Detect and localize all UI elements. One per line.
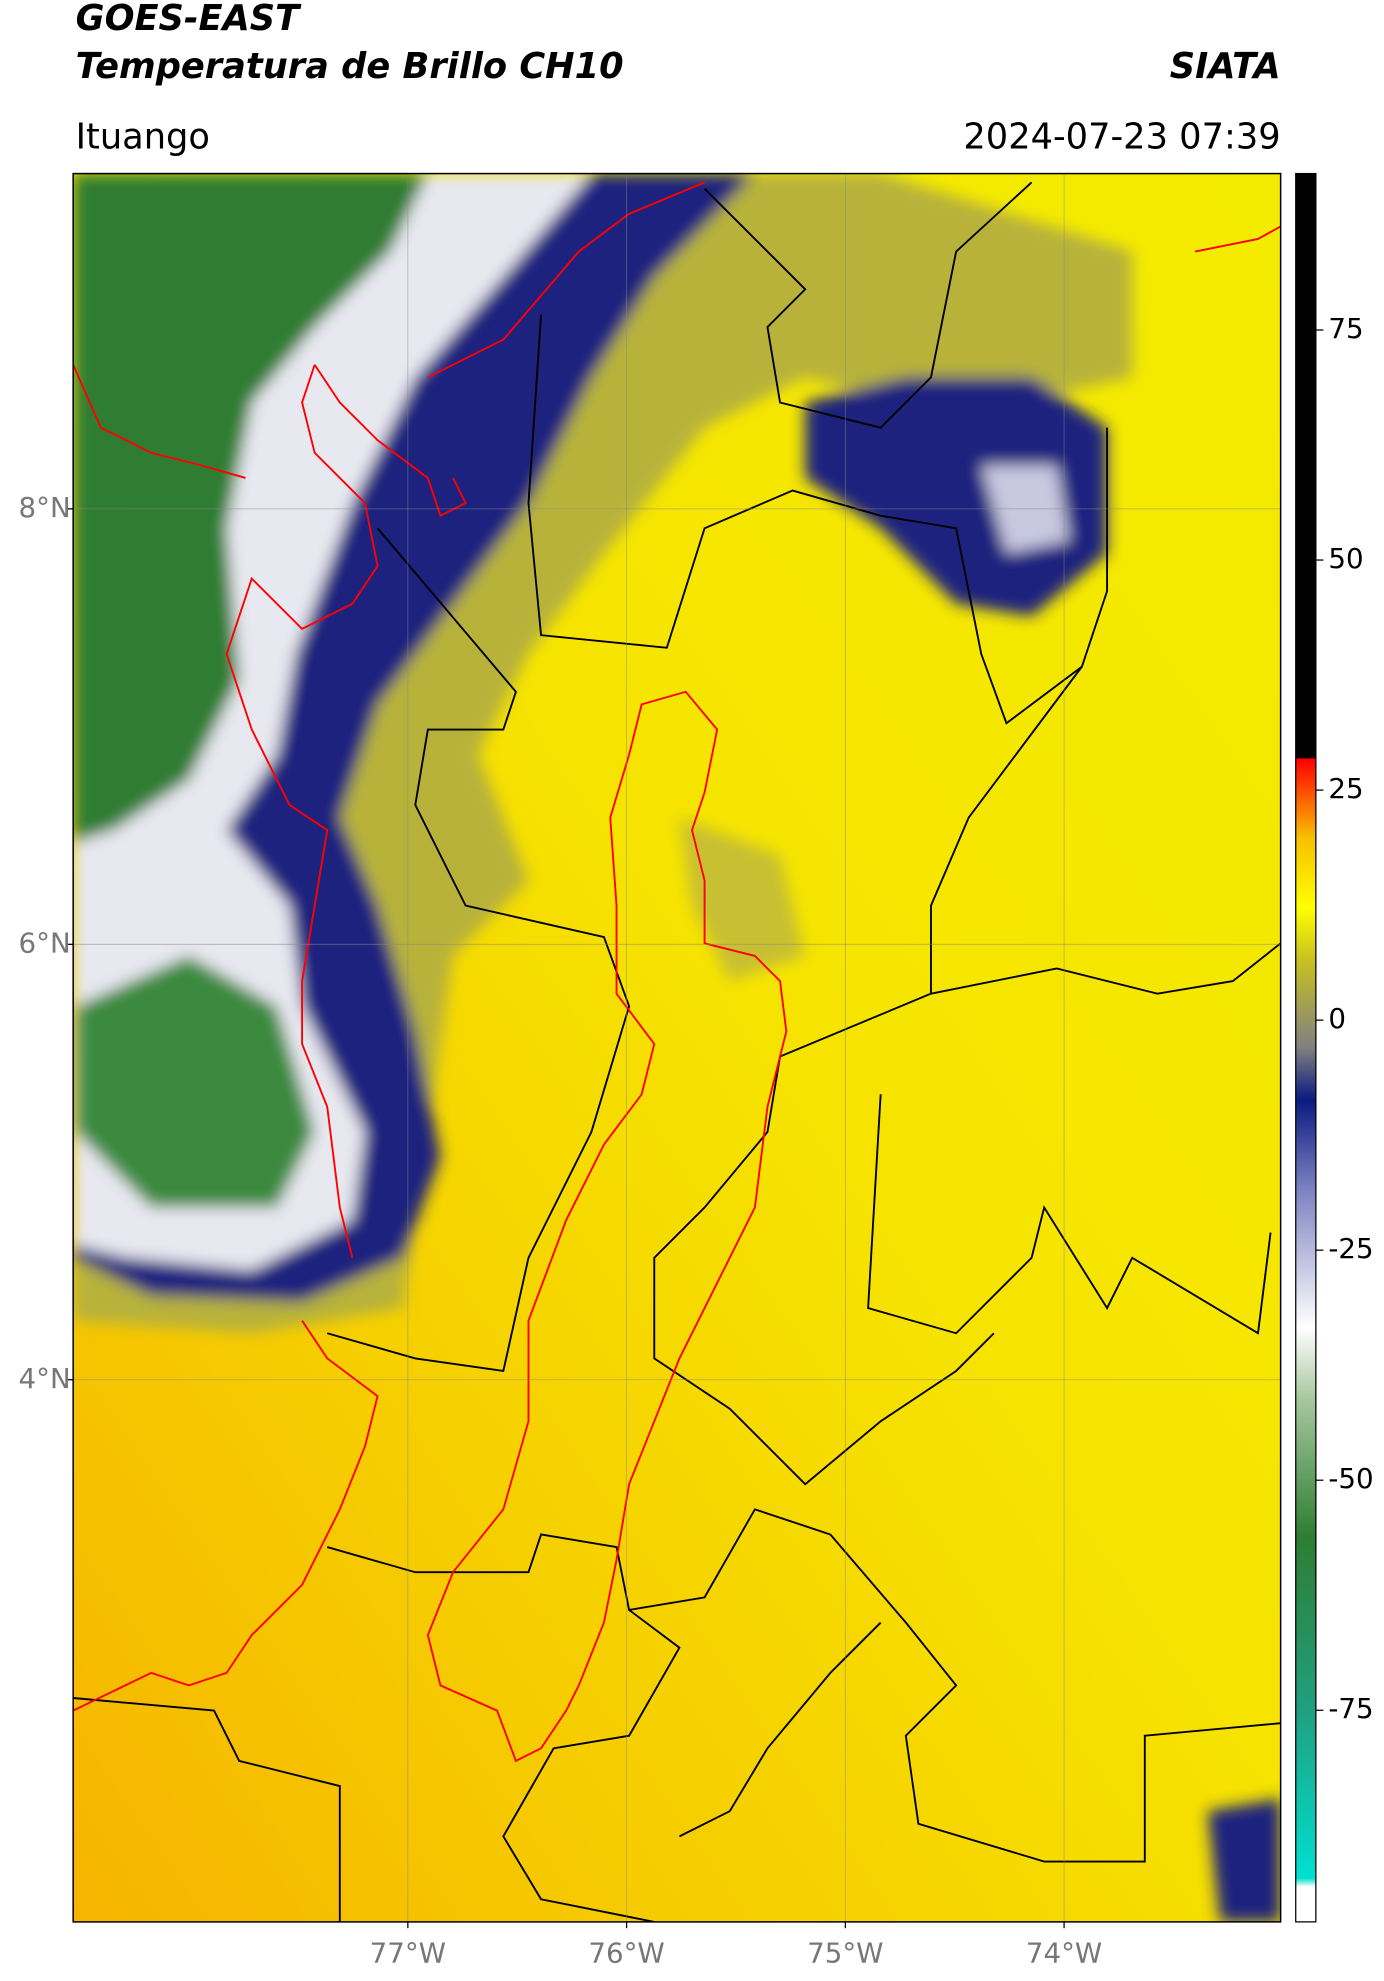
colorbar: [1295, 172, 1317, 1923]
grid: [73, 173, 1281, 1922]
location: Ituango: [76, 116, 210, 157]
colorbar-tick-label: -75: [1328, 1692, 1373, 1725]
colorbar-tick-label: -50: [1328, 1462, 1373, 1495]
map-frame: [72, 172, 1282, 1923]
y-tick-label: 8°N: [19, 491, 71, 524]
colorbar-tick-label: 50: [1328, 542, 1363, 575]
y-tick-label: 4°N: [19, 1362, 71, 1395]
x-tick-label: 75°W: [807, 1937, 883, 1970]
y-tick-label: 6°N: [19, 926, 71, 959]
map-image: [73, 173, 1281, 1922]
x-tick-label: 74°W: [1026, 1937, 1102, 1970]
colorbar-tick-label: 0: [1328, 1002, 1346, 1035]
x-tick-label: 76°W: [588, 1937, 664, 1970]
subtitle: Temperatura de Brillo CH10: [76, 46, 624, 87]
title: GOES-EAST: [76, 0, 302, 39]
colorbar-tick-label: -25: [1328, 1232, 1373, 1265]
colorbar-tick-label: 75: [1328, 312, 1363, 345]
datetime: 2024-07-23 07:39: [963, 116, 1280, 157]
colorbar-tick-label: 25: [1328, 772, 1363, 805]
x-tick-label: 77°W: [370, 1937, 446, 1970]
source: SIATA: [1170, 46, 1281, 87]
